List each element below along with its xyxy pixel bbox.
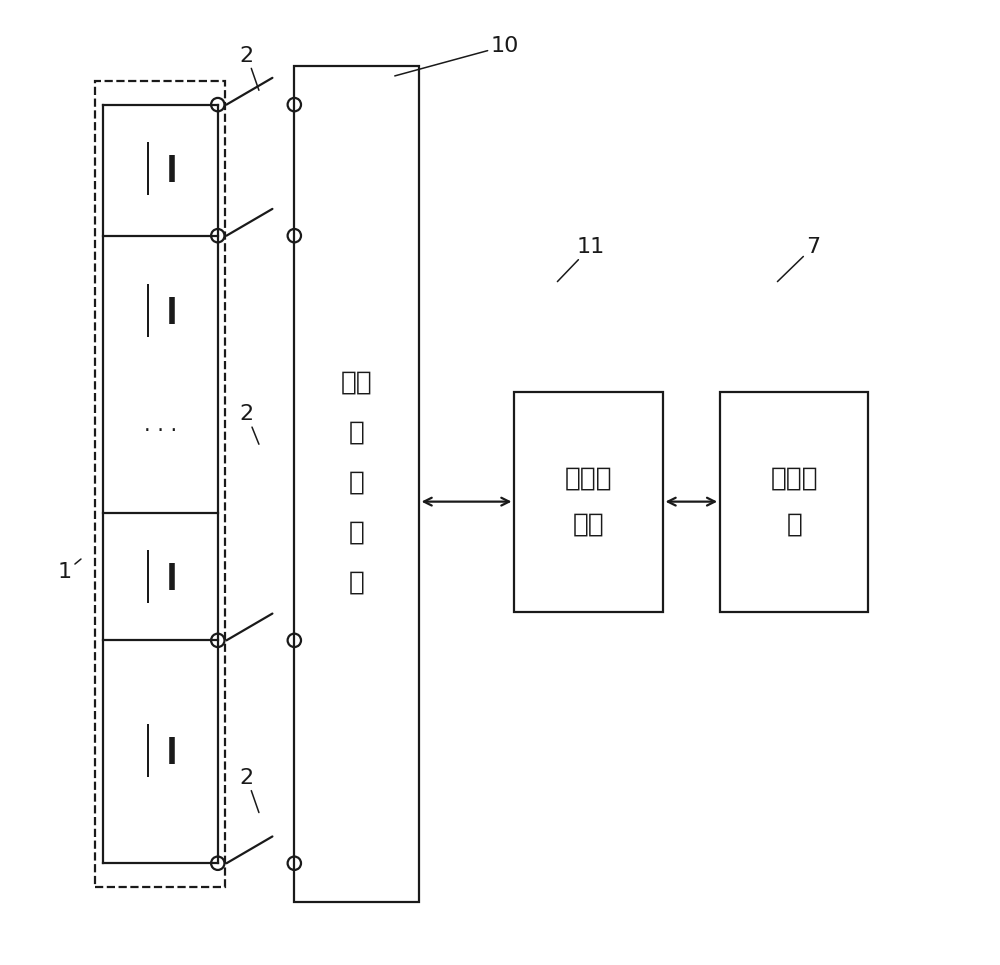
Text: 2: 2 <box>240 768 259 813</box>
Text: 11: 11 <box>557 236 605 282</box>
Text: 2: 2 <box>240 404 259 444</box>
Bar <box>514 392 663 612</box>
Text: 10: 10 <box>395 36 519 76</box>
Text: . . .: . . . <box>144 415 177 435</box>
Text: 微控制
器: 微控制 器 <box>770 466 818 538</box>
Bar <box>294 67 419 901</box>
Text: 电压
采
集
芯
片: 电压 采 集 芯 片 <box>341 370 372 595</box>
Text: 1: 1 <box>58 559 81 582</box>
Text: 数字隔
离器: 数字隔 离器 <box>565 466 612 538</box>
Text: 2: 2 <box>240 45 259 91</box>
Bar <box>720 392 868 612</box>
Text: 7: 7 <box>777 236 820 282</box>
